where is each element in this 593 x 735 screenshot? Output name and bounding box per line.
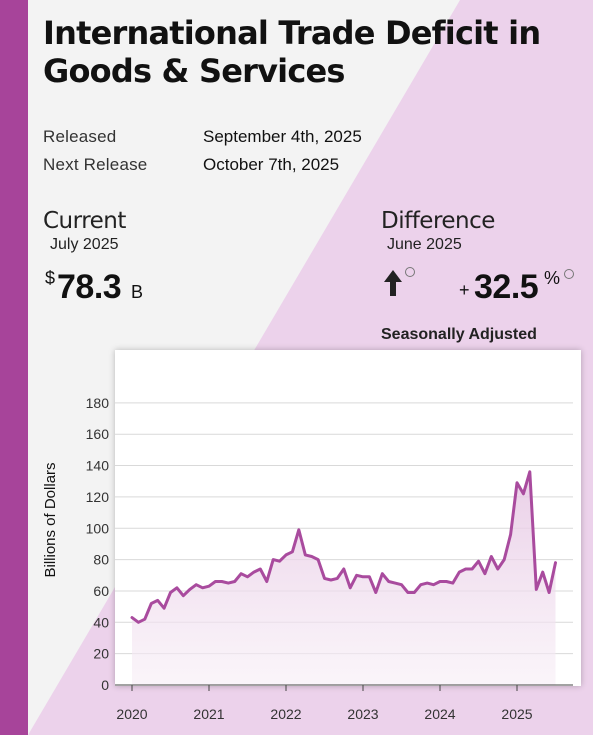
released-label: Released <box>43 127 117 146</box>
arrow-up-icon <box>384 270 402 296</box>
accent-bar <box>0 0 28 735</box>
seasonally-adjusted-note: Seasonally Adjusted <box>381 326 537 343</box>
page-title: International Trade Deficit in Goods & S… <box>43 14 541 90</box>
info-circle-icon <box>564 269 574 279</box>
series-line <box>130 470 557 624</box>
info-circle-icon <box>405 267 415 277</box>
y-axis-label: Billions of Dollars <box>42 462 59 577</box>
current-value: 78.3 <box>57 268 122 306</box>
difference-heading: Difference <box>381 208 495 234</box>
current-period: July 2025 <box>50 236 119 253</box>
difference-period: June 2025 <box>387 236 462 253</box>
next-release-date: October 7th, 2025 <box>203 155 340 174</box>
difference-value: 32.5 <box>474 268 539 306</box>
chart-card <box>115 350 581 686</box>
series-area <box>132 471 556 685</box>
released-date: September 4th, 2025 <box>203 127 362 146</box>
trade-deficit-chart <box>115 402 573 686</box>
y-axis-title: Billions of Dollars <box>42 462 59 577</box>
current-unit: B <box>131 282 144 302</box>
difference-unit: % <box>544 268 561 288</box>
difference-sign: + <box>459 280 470 300</box>
current-heading: Current <box>43 208 126 234</box>
next-release-label: Next Release <box>43 155 148 174</box>
currency-symbol: $ <box>45 268 56 288</box>
